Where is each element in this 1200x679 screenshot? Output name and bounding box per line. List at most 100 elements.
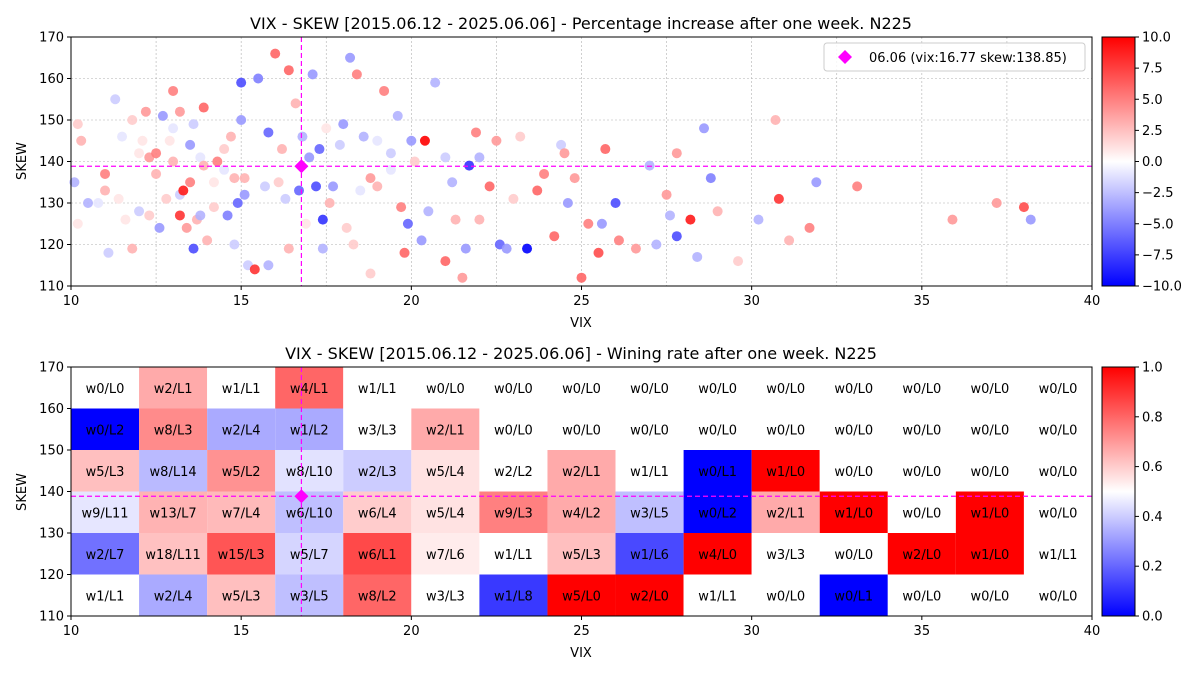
scatter-point <box>852 181 863 192</box>
scatter-point <box>164 135 175 146</box>
heatmap-cell-label: w0/L0 <box>1039 589 1078 604</box>
scatter-point <box>168 156 179 167</box>
scatter-title: VIX - SKEW [2015.06.12 - 2025.06.06] - P… <box>250 14 912 33</box>
heatmap-cell-label: w2/L1 <box>766 506 805 521</box>
heatmap-cell-label: w0/L0 <box>494 423 533 438</box>
heatmap-cell-label: w7/L6 <box>426 548 465 563</box>
heatmap-cell <box>751 574 820 616</box>
heatmap-y-ticks: 110 120 130 140 150 160 170 <box>39 361 71 625</box>
heatmap-cell <box>275 574 344 616</box>
heatmap-cell <box>751 408 820 450</box>
scatter-point <box>188 243 199 254</box>
heatmap-cell <box>411 491 480 533</box>
heatmap-cell <box>751 491 820 533</box>
scatter-point <box>208 202 219 213</box>
scatter-point <box>134 148 145 159</box>
scatter-point <box>341 222 352 233</box>
heatmap-cell-label: w3/L5 <box>290 589 329 604</box>
legend-diamond-marker <box>838 50 852 64</box>
heatmap-cell-label: w3/L3 <box>766 548 805 563</box>
scatter-point <box>161 193 172 204</box>
heatmap-cell-label: w1/L1 <box>1039 548 1078 563</box>
scatter-point <box>385 148 396 159</box>
scatter-point <box>699 123 710 134</box>
heatmap-cell <box>615 408 684 450</box>
heatmap-cell <box>207 491 276 533</box>
heatmap-cell <box>207 574 276 616</box>
heatmap-cell <box>139 367 208 409</box>
colorbar-tick-label: 0.8 <box>1142 410 1163 425</box>
heatmap-cell-label: w1/L0 <box>971 506 1010 521</box>
colorbar-tick-label: 0.0 <box>1142 155 1163 170</box>
heatmap-cell-label: w1/L0 <box>834 506 873 521</box>
scatter-point <box>630 243 641 254</box>
scatter-point <box>103 247 114 258</box>
scatter-point <box>460 243 471 254</box>
scatter-point <box>457 272 468 283</box>
x-tick-label: 40 <box>1084 624 1101 639</box>
scatter-point <box>229 173 240 184</box>
heatmap-cell-label: w0/L0 <box>971 423 1010 438</box>
heatmap-cell <box>955 450 1024 492</box>
heatmap-cell-label: w0/L0 <box>562 423 601 438</box>
heatmap-title: VIX - SKEW [2015.06.12 - 2025.06.06] - W… <box>285 344 877 363</box>
scatter-point <box>208 177 219 188</box>
heatmap-cell-label: w0/L0 <box>766 382 805 397</box>
scatter-y-ticks: 110 120 130 140 150 160 170 <box>39 31 71 295</box>
scatter-point <box>539 168 550 179</box>
heatmap-cell-label: w5/L3 <box>562 548 601 563</box>
heatmap-cell-label: w9/L3 <box>494 506 533 521</box>
colorbar-tick-label: 1.0 <box>1142 361 1163 376</box>
x-tick-label: 35 <box>914 624 931 639</box>
heatmap-cell-label: w0/L0 <box>971 382 1010 397</box>
scatter-point <box>474 152 485 163</box>
heatmap-cell <box>683 533 752 575</box>
x-tick-label: 30 <box>743 624 760 639</box>
scatter-point <box>406 135 417 146</box>
y-tick-label: 130 <box>39 197 64 212</box>
heatmap-cell <box>343 491 412 533</box>
heatmap-cell <box>479 408 548 450</box>
heatmap-cell <box>819 450 888 492</box>
heatmap-cell-label: w2/L1 <box>562 465 601 480</box>
heatmap-cell <box>71 408 140 450</box>
heatmap-cell <box>71 450 140 492</box>
heatmap-cell <box>479 367 548 409</box>
scatter-point <box>253 73 264 84</box>
heatmap-cell-label: w1/L1 <box>86 589 125 604</box>
scatter-panel: VIX - SKEW [2015.06.12 - 2025.06.06] - P… <box>15 14 1182 331</box>
heatmap-cell <box>751 533 820 575</box>
heatmap-cell-label: w0/L0 <box>834 382 873 397</box>
heatmap-colorbar-ticks: 1.0 0.8 0.6 0.4 0.2 0.0 <box>1135 361 1163 625</box>
scatter-point <box>328 181 339 192</box>
scatter-point <box>365 173 376 184</box>
heatmap-colorbar <box>1101 366 1136 617</box>
colorbar-tick-label: 0.2 <box>1142 560 1163 575</box>
heatmap-cell <box>683 491 752 533</box>
heatmap-cell <box>683 408 752 450</box>
scatter-point <box>321 123 332 134</box>
colorbar-tick-label: 7.5 <box>1142 62 1163 77</box>
heatmap-cell <box>615 450 684 492</box>
heatmap-cell <box>71 574 140 616</box>
heatmap-cell-label: w8/L3 <box>154 423 193 438</box>
scatter-point <box>72 119 83 130</box>
scatter-point <box>311 181 322 192</box>
scatter-point <box>259 181 270 192</box>
scatter-point <box>613 235 624 246</box>
scatter-colorbar-ticks: 10.0 7.5 5.0 2.5 0.0 −2.5 −5.0 −7.5 −10.0 <box>1135 31 1182 295</box>
x-tick-label: 15 <box>233 294 250 309</box>
heatmap-cell <box>615 574 684 616</box>
colorbar-tick-label: 2.5 <box>1142 124 1163 139</box>
heatmap-cell <box>683 450 752 492</box>
heatmap-cell <box>1023 533 1092 575</box>
heatmap-cell-label: w0/L0 <box>902 465 941 480</box>
scatter-point <box>317 243 328 254</box>
heatmap-cell <box>1023 491 1092 533</box>
scatter-point <box>270 48 281 59</box>
heatmap-x-label: VIX <box>570 646 592 661</box>
heatmap-cell <box>1023 574 1092 616</box>
scatter-point <box>508 193 519 204</box>
y-tick-label: 110 <box>39 610 64 625</box>
y-tick-label: 160 <box>39 72 64 87</box>
